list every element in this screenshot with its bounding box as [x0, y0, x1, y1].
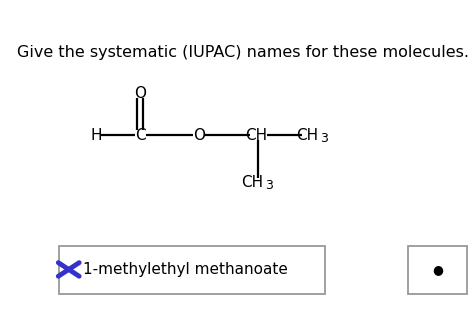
Text: CH: CH: [296, 128, 318, 142]
Text: CH: CH: [241, 175, 263, 190]
Text: C: C: [135, 128, 146, 142]
Text: O: O: [134, 86, 146, 100]
Text: CH: CH: [245, 128, 267, 142]
FancyBboxPatch shape: [408, 246, 467, 294]
Text: ●: ●: [432, 263, 443, 276]
Text: 3: 3: [264, 180, 273, 193]
FancyBboxPatch shape: [59, 246, 325, 294]
Text: Give the systematic (IUPAC) names for these molecules.: Give the systematic (IUPAC) names for th…: [17, 45, 469, 61]
Text: 3: 3: [320, 132, 328, 145]
Text: O: O: [193, 128, 205, 142]
Text: 1-methylethyl methanoate: 1-methylethyl methanoate: [83, 262, 288, 277]
Text: H: H: [90, 128, 102, 142]
